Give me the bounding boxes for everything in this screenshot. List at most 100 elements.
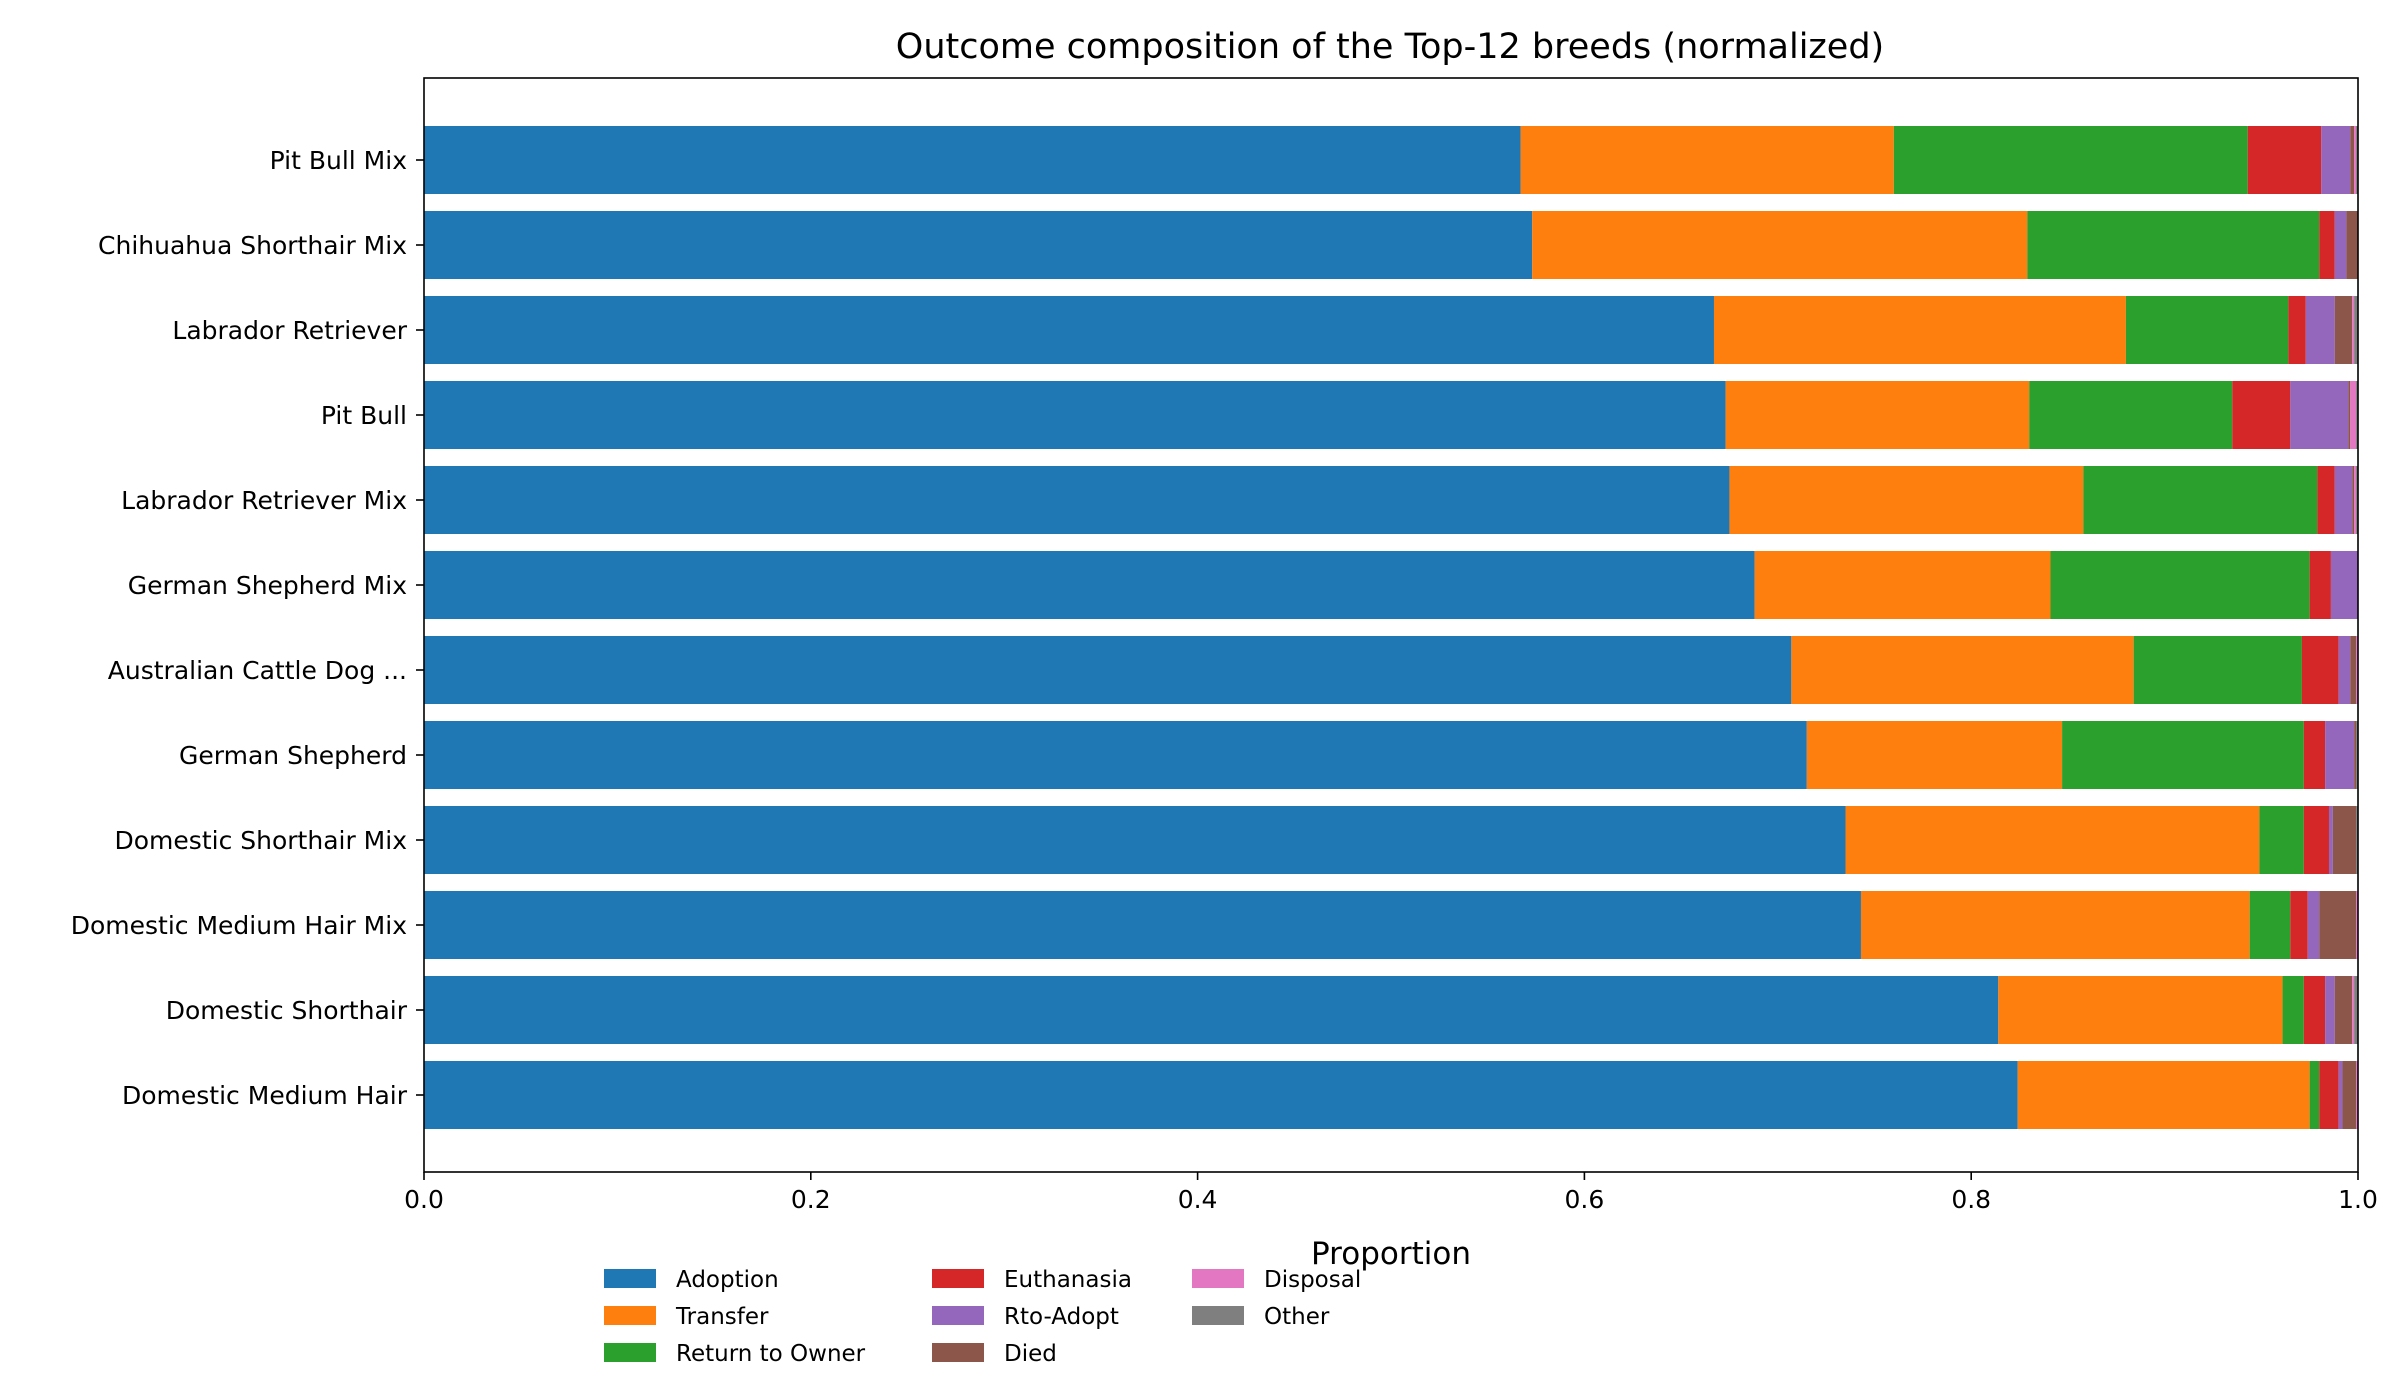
bar-domestic-medium-hair-disposal xyxy=(2356,1061,2358,1129)
x-tick-label: 0.8 xyxy=(1951,1185,1991,1214)
bar-domestic-medium-hair-transfer xyxy=(2017,1061,2310,1129)
legend-label-return-to-owner: Return to Owner xyxy=(676,1341,866,1367)
bar-pit-bull-disposal xyxy=(2350,381,2357,449)
y-tick-label: Pit Bull Mix xyxy=(270,146,407,175)
bar-pit-bull-adoption xyxy=(424,381,1726,449)
bar-chihuahua-shorthair-mix-return-to-owner xyxy=(2027,211,2320,279)
legend-swatch-died xyxy=(932,1343,984,1362)
bar-australian-cattle-dog-return-to-owner xyxy=(2133,636,2302,704)
bar-domestic-shorthair-rto-adopt xyxy=(2325,976,2335,1044)
bar-pit-bull-mix-transfer xyxy=(1520,126,1894,194)
bar-australian-cattle-dog-rto-adopt xyxy=(2338,636,2351,704)
bar-labrador-retriever-mix-transfer xyxy=(1729,466,2084,534)
bar-pit-bull-mix-disposal xyxy=(2354,126,2357,194)
bar-labrador-retriever-transfer xyxy=(1713,296,2126,364)
bar-labrador-retriever-mix-euthanasia xyxy=(2317,466,2335,534)
bar-german-shepherd-adoption xyxy=(424,721,1807,789)
bar-domestic-shorthair-mix-died xyxy=(2332,806,2357,874)
legend-label-rto-adopt: Rto-Adopt xyxy=(1004,1304,1119,1330)
chart-title: Outcome composition of the Top-12 breeds… xyxy=(896,27,1884,67)
legend-swatch-euthanasia xyxy=(932,1269,984,1288)
bar-german-shepherd-rto-adopt xyxy=(2325,721,2355,789)
bar-pit-bull-mix-adoption xyxy=(424,126,1521,194)
y-tick-label: Labrador Retriever xyxy=(172,316,407,345)
legend-swatch-transfer xyxy=(604,1306,656,1325)
y-tick-label: Domestic Shorthair xyxy=(166,996,408,1025)
bar-domestic-shorthair-mix-euthanasia xyxy=(2303,806,2329,874)
y-tick-label: German Shepherd Mix xyxy=(128,571,407,600)
legend-swatch-return-to-owner xyxy=(604,1343,656,1362)
bar-chihuahua-shorthair-mix-adoption xyxy=(424,211,1533,279)
bar-australian-cattle-dog-died xyxy=(2350,636,2357,704)
bar-domestic-shorthair-euthanasia xyxy=(2303,976,2326,1044)
bar-labrador-retriever-euthanasia xyxy=(2288,296,2306,364)
bar-labrador-retriever-mix-other xyxy=(2356,466,2358,534)
x-axis-ticks: 0.0 0.2 0.4 0.6 0.8 1.0 xyxy=(404,1172,2378,1214)
bar-pit-bull-mix-other xyxy=(2356,126,2358,194)
bar-domestic-medium-hair-return-to-owner xyxy=(2309,1061,2320,1129)
legend-label-died: Died xyxy=(1004,1341,1057,1367)
bar-domestic-medium-hair-mix-adoption xyxy=(424,891,1861,959)
bar-labrador-retriever-return-to-owner xyxy=(2125,296,2289,364)
bar-domestic-shorthair-mix-transfer xyxy=(1845,806,2260,874)
bar-domestic-shorthair-mix-adoption xyxy=(424,806,1846,874)
x-tick-label: 0.4 xyxy=(1178,1185,1218,1214)
bar-domestic-shorthair-mix-rto-adopt xyxy=(2328,806,2333,874)
bar-chihuahua-shorthair-mix-transfer xyxy=(1532,211,2028,279)
legend-label-adoption: Adoption xyxy=(676,1267,779,1293)
bar-australian-cattle-dog-transfer xyxy=(1791,636,2134,704)
bar-german-shepherd-other xyxy=(2356,721,2358,789)
legend-swatch-rto-adopt xyxy=(932,1306,984,1325)
bar-chihuahua-shorthair-mix-died xyxy=(2346,211,2358,279)
y-tick-label: Australian Cattle Dog ... xyxy=(108,656,407,685)
x-tick-label: 0.6 xyxy=(1565,1185,1605,1214)
bar-domestic-medium-hair-euthanasia xyxy=(2319,1061,2339,1129)
bar-pit-bull-transfer xyxy=(1725,381,2030,449)
bar-pit-bull-return-to-owner xyxy=(2029,381,2233,449)
y-tick-label: Domestic Medium Hair Mix xyxy=(71,911,407,940)
bar-domestic-medium-hair-mix-transfer xyxy=(1860,891,2250,959)
legend-label-other: Other xyxy=(1264,1304,1330,1330)
bar-australian-cattle-dog-disposal xyxy=(2356,636,2358,704)
bar-pit-bull-mix-died xyxy=(2350,126,2355,194)
bar-german-shepherd-mix-euthanasia xyxy=(2309,551,2331,619)
bar-domestic-shorthair-transfer xyxy=(1998,976,2283,1044)
bar-domestic-shorthair-died xyxy=(2334,976,2353,1044)
x-axis-label: Proportion xyxy=(1311,1236,1471,1272)
bar-german-shepherd-mix-transfer xyxy=(1754,551,2051,619)
bar-labrador-retriever-mix-died xyxy=(2352,466,2355,534)
bar-german-shepherd-mix-rto-adopt xyxy=(2330,551,2358,619)
y-tick-label: Chihuahua Shorthair Mix xyxy=(98,231,407,260)
legend-swatch-adoption xyxy=(604,1269,656,1288)
bar-domestic-medium-hair-mix-rto-adopt xyxy=(2307,891,2320,959)
bar-german-shepherd-died xyxy=(2354,721,2357,789)
bar-australian-cattle-dog-euthanasia xyxy=(2301,636,2339,704)
legend-label-transfer: Transfer xyxy=(675,1304,769,1330)
legend: Adoption Transfer Return to Owner Euthanasi… xyxy=(604,1267,1361,1367)
y-tick-label: Labrador Retriever Mix xyxy=(121,486,407,515)
y-tick-label: German Shepherd xyxy=(179,741,407,770)
bar-domestic-shorthair-return-to-owner xyxy=(2282,976,2304,1044)
x-tick-label: 0.0 xyxy=(404,1185,444,1214)
bar-pit-bull-mix-euthanasia xyxy=(2247,126,2322,194)
bar-domestic-shorthair-other xyxy=(2354,976,2358,1044)
y-tick-label: Pit Bull xyxy=(321,401,407,430)
bar-domestic-shorthair-adoption xyxy=(424,976,1999,1044)
y-tick-label: Domestic Medium Hair xyxy=(122,1081,408,1110)
x-tick-label: 1.0 xyxy=(2338,1185,2378,1214)
bar-german-shepherd-euthanasia xyxy=(2303,721,2326,789)
bar-german-shepherd-return-to-owner xyxy=(2062,721,2304,789)
x-tick-label: 0.2 xyxy=(791,1185,831,1214)
bar-pit-bull-euthanasia xyxy=(2232,381,2291,449)
bar-chihuahua-shorthair-mix-euthanasia xyxy=(2319,211,2335,279)
bar-labrador-retriever-adoption xyxy=(424,296,1714,364)
bar-pit-bull-mix-rto-adopt xyxy=(2321,126,2351,194)
bar-domestic-medium-hair-mix-died xyxy=(2319,891,2357,959)
bar-pit-bull-other xyxy=(2356,381,2358,449)
bar-domestic-shorthair-mix-other xyxy=(2356,806,2358,874)
bar-labrador-retriever-other xyxy=(2354,296,2358,364)
bar-domestic-medium-hair-mix-disposal xyxy=(2356,891,2358,959)
bar-german-shepherd-transfer xyxy=(1806,721,2063,789)
y-axis-labels: Pit Bull Mix Chihuahua Shorthair Mix Labra… xyxy=(71,146,424,1110)
